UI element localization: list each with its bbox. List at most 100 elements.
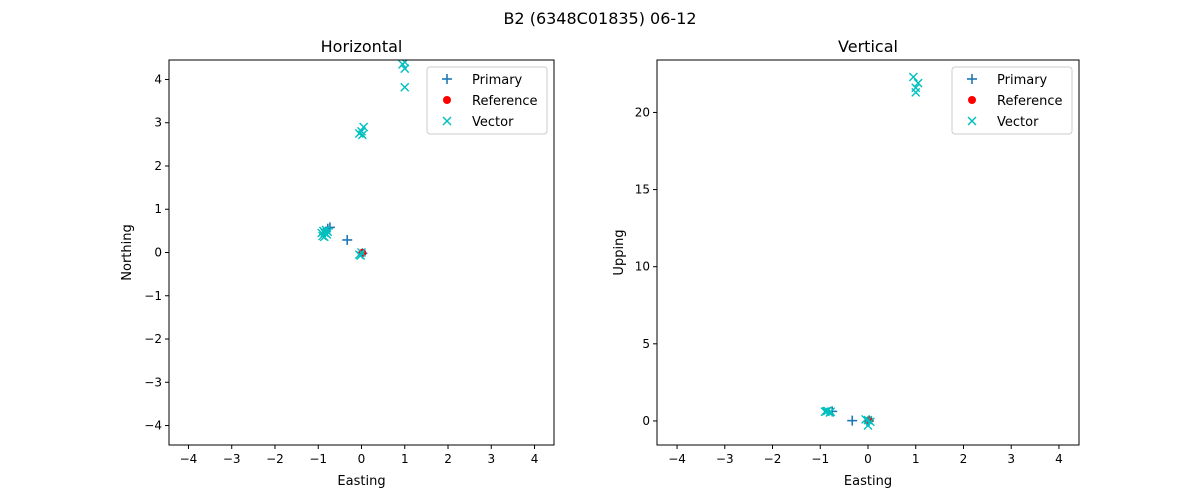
x-b: [357, 248, 366, 257]
legend-label: Primary: [997, 73, 1048, 88]
x-b: [356, 251, 366, 261]
x-tick-label: 1: [401, 452, 409, 466]
x-b: [400, 64, 410, 74]
axes-title: Vertical: [838, 37, 898, 56]
legend-label: Vector: [472, 115, 514, 130]
axes-frame: [656, 59, 1080, 446]
x-b: [317, 228, 327, 238]
x-tick-label: 4: [1055, 452, 1063, 466]
data-point-vector: [826, 407, 836, 417]
data-point-vector: [908, 72, 918, 82]
x-b: [359, 122, 369, 132]
legend-label: Reference: [472, 94, 537, 109]
x-tick-label: 2: [960, 452, 968, 466]
legend-label: Reference: [997, 94, 1062, 109]
y-tick-label: −4: [144, 419, 162, 433]
x-b: [911, 87, 921, 97]
x-tick-label: 0: [358, 452, 366, 466]
x-b: [354, 129, 364, 139]
data-point-vector: [357, 248, 366, 257]
legend-marker-primary: [967, 74, 977, 84]
x-tick-label: 2: [444, 452, 452, 466]
y-tick-label: 1: [154, 202, 162, 216]
x-tick-label: 4: [531, 452, 539, 466]
y-tick-label: 10: [635, 260, 650, 274]
series-vector: [317, 60, 410, 261]
legend-marker-reference: [443, 96, 451, 104]
data-point-vector: [354, 129, 364, 139]
x-b: [323, 227, 333, 237]
x-axis-label: Easting: [844, 474, 892, 489]
x-tick-label: 1: [912, 452, 920, 466]
legend-label: Vector: [997, 115, 1039, 130]
axes-title: Horizontal: [321, 37, 403, 56]
data-point-vector: [398, 60, 408, 69]
x-b: [398, 60, 408, 69]
y-tick-label: 15: [635, 183, 650, 197]
y-tick-label: 20: [635, 105, 650, 119]
data-point-vector: [400, 82, 410, 92]
y-axis-label: Northing: [120, 224, 135, 280]
y-tick-label: 0: [154, 246, 162, 260]
x-b: [319, 232, 329, 242]
data-point-primary: [847, 415, 858, 426]
y-tick-label: −1: [144, 289, 162, 303]
axes-vertical: Vertical −4 −3 −2 −1 0 1 2 3 4 0 5 10 15 20 Easting Uppi…: [612, 37, 1080, 489]
legend-label: Primary: [472, 73, 523, 88]
x-tick-label: 3: [487, 452, 495, 466]
legend-marker-primary: [442, 74, 452, 84]
y-axis-label: Upping: [612, 229, 627, 275]
data-point-vector: [359, 122, 369, 132]
plot-area: [317, 60, 410, 261]
x-tick-label: 0: [864, 452, 872, 466]
legend-marker-vector: [967, 116, 977, 126]
x-tick-label: −4: [180, 452, 198, 466]
x-tick-label: 3: [1007, 452, 1015, 466]
legend-frame: [426, 66, 548, 135]
data-point-vector: [861, 414, 871, 424]
legend: Primary Reference Vector: [951, 66, 1073, 135]
y-tick-label: 4: [154, 72, 162, 86]
x-tick-label: −3: [223, 452, 241, 466]
x-b: [913, 78, 923, 88]
x-b: [400, 82, 410, 92]
legend: Primary Reference Vector: [426, 66, 548, 135]
data-point-vector: [356, 251, 366, 261]
data-point-vector: [400, 64, 410, 74]
data-point-vector: [913, 78, 923, 88]
x-b: [357, 130, 367, 140]
x-b: [908, 72, 918, 82]
x-tick-label: −1: [309, 452, 327, 466]
data-point-vector: [323, 227, 333, 237]
plot-area: [820, 72, 923, 431]
x-b: [861, 414, 871, 424]
axes-frame: [168, 59, 555, 446]
figure-title: B2 (6348C01835) 06-12: [503, 9, 696, 28]
series-vector: [820, 72, 923, 431]
data-point-vector: [357, 130, 367, 140]
x-tick-label: −2: [764, 452, 782, 466]
y-tick-label: 0: [642, 414, 650, 428]
data-point-vector: [863, 421, 873, 431]
y-tick-label: −2: [144, 332, 162, 346]
y-tick-label: 2: [154, 159, 162, 173]
legend-marker-reference: [968, 96, 976, 104]
y-tick-label: −3: [144, 375, 162, 389]
y-tick-label: 5: [642, 337, 650, 351]
x-b: [967, 116, 977, 126]
x-tick-label: −2: [266, 452, 284, 466]
legend-frame: [951, 66, 1073, 135]
data-point-vector: [911, 87, 921, 97]
x-b: [863, 421, 873, 431]
legend-marker-vector: [442, 116, 452, 126]
x-b: [442, 116, 452, 126]
data-point-primary: [342, 234, 353, 245]
x-tick-label: −4: [668, 452, 686, 466]
x-axis-label: Easting: [337, 474, 385, 489]
y-tick-label: 3: [154, 116, 162, 130]
x-b: [826, 407, 836, 417]
x-tick-label: −1: [811, 452, 829, 466]
data-point-vector: [319, 232, 329, 242]
